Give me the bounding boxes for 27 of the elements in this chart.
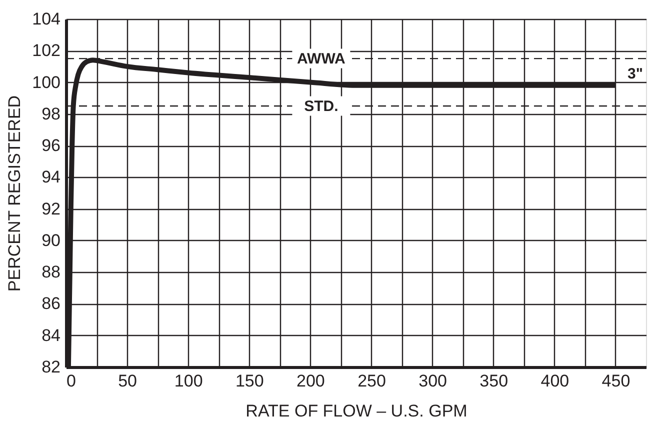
x-tick-label: 50 — [118, 372, 138, 390]
x-tick-label: 350 — [480, 372, 508, 390]
y-tick-label: 104 — [32, 10, 60, 28]
y-tick-label: 94 — [42, 168, 60, 187]
series-label: 3" — [627, 65, 643, 82]
ref-line-label: AWWA — [297, 50, 346, 68]
y-tick-label: 82 — [42, 358, 60, 376]
y-tick-label: 92 — [42, 199, 60, 218]
y-tick-label: 90 — [42, 230, 60, 250]
x-tick-label: 450 — [602, 372, 630, 390]
y-tick-label: 98 — [42, 104, 60, 124]
x-tick-label: 100 — [174, 372, 203, 390]
y-tick-label: 102 — [32, 41, 60, 60]
ref-line-label: STD. — [304, 98, 338, 115]
y-tick-label: 96 — [42, 136, 60, 156]
x-tick-label: 0 — [66, 372, 76, 390]
x-axis-title: RATE OF FLOW – U.S. GPM — [246, 402, 468, 420]
y-tick-label: 86 — [42, 294, 60, 314]
y-tick-label: 100 — [32, 72, 60, 92]
x-tick-label: 400 — [540, 372, 570, 390]
y-axis-title: PERCENT REGISTERED — [5, 95, 24, 292]
x-tick-label: 250 — [358, 372, 386, 390]
y-tick-label: 84 — [42, 326, 60, 345]
x-tick-label: 200 — [296, 372, 325, 390]
x-tick-label: 300 — [418, 372, 448, 390]
y-tick-label: 88 — [42, 262, 60, 282]
x-tick-label: 150 — [235, 372, 264, 390]
